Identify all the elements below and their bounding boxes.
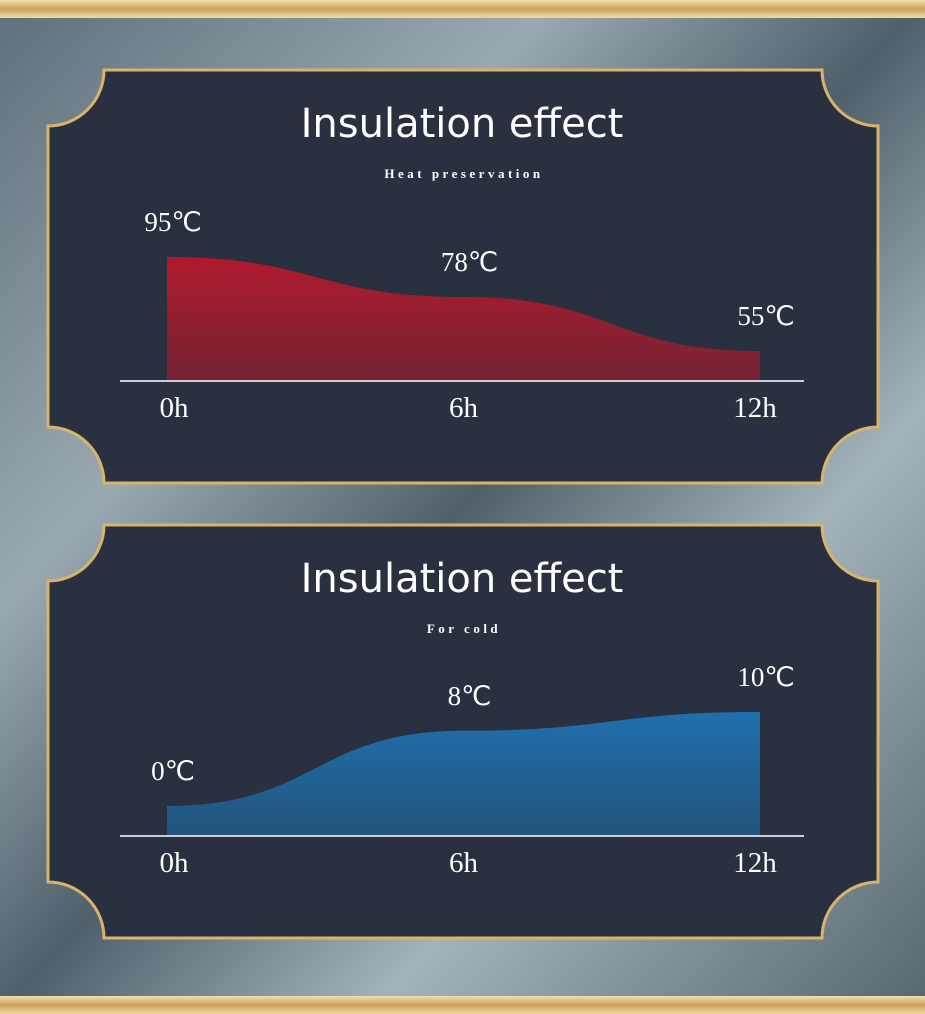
value-label: 55℃ (737, 301, 794, 331)
value-label: 10℃ (737, 662, 794, 692)
gold-band (0, 0, 925, 18)
chart-title: Insulation effect (301, 101, 624, 147)
value-label: 95℃ (144, 207, 201, 237)
x-tick-label: 0h (160, 847, 190, 879)
x-tick-label: 6h (449, 392, 479, 424)
x-tick-label: 12h (733, 392, 777, 424)
chart-subtitle: Heat preservation (384, 166, 543, 181)
x-tick-label: 0h (160, 392, 190, 424)
value-label: 8℃ (448, 681, 492, 711)
area (167, 257, 760, 381)
chart-title: Insulation effect (301, 556, 624, 602)
x-tick-label: 12h (733, 847, 777, 879)
x-tick-label: 6h (449, 847, 479, 879)
value-label: 0℃ (151, 756, 195, 786)
value-label: 78℃ (441, 247, 498, 277)
chart-subtitle: For cold (427, 621, 501, 636)
gold-band (0, 996, 925, 1014)
area (167, 712, 760, 836)
